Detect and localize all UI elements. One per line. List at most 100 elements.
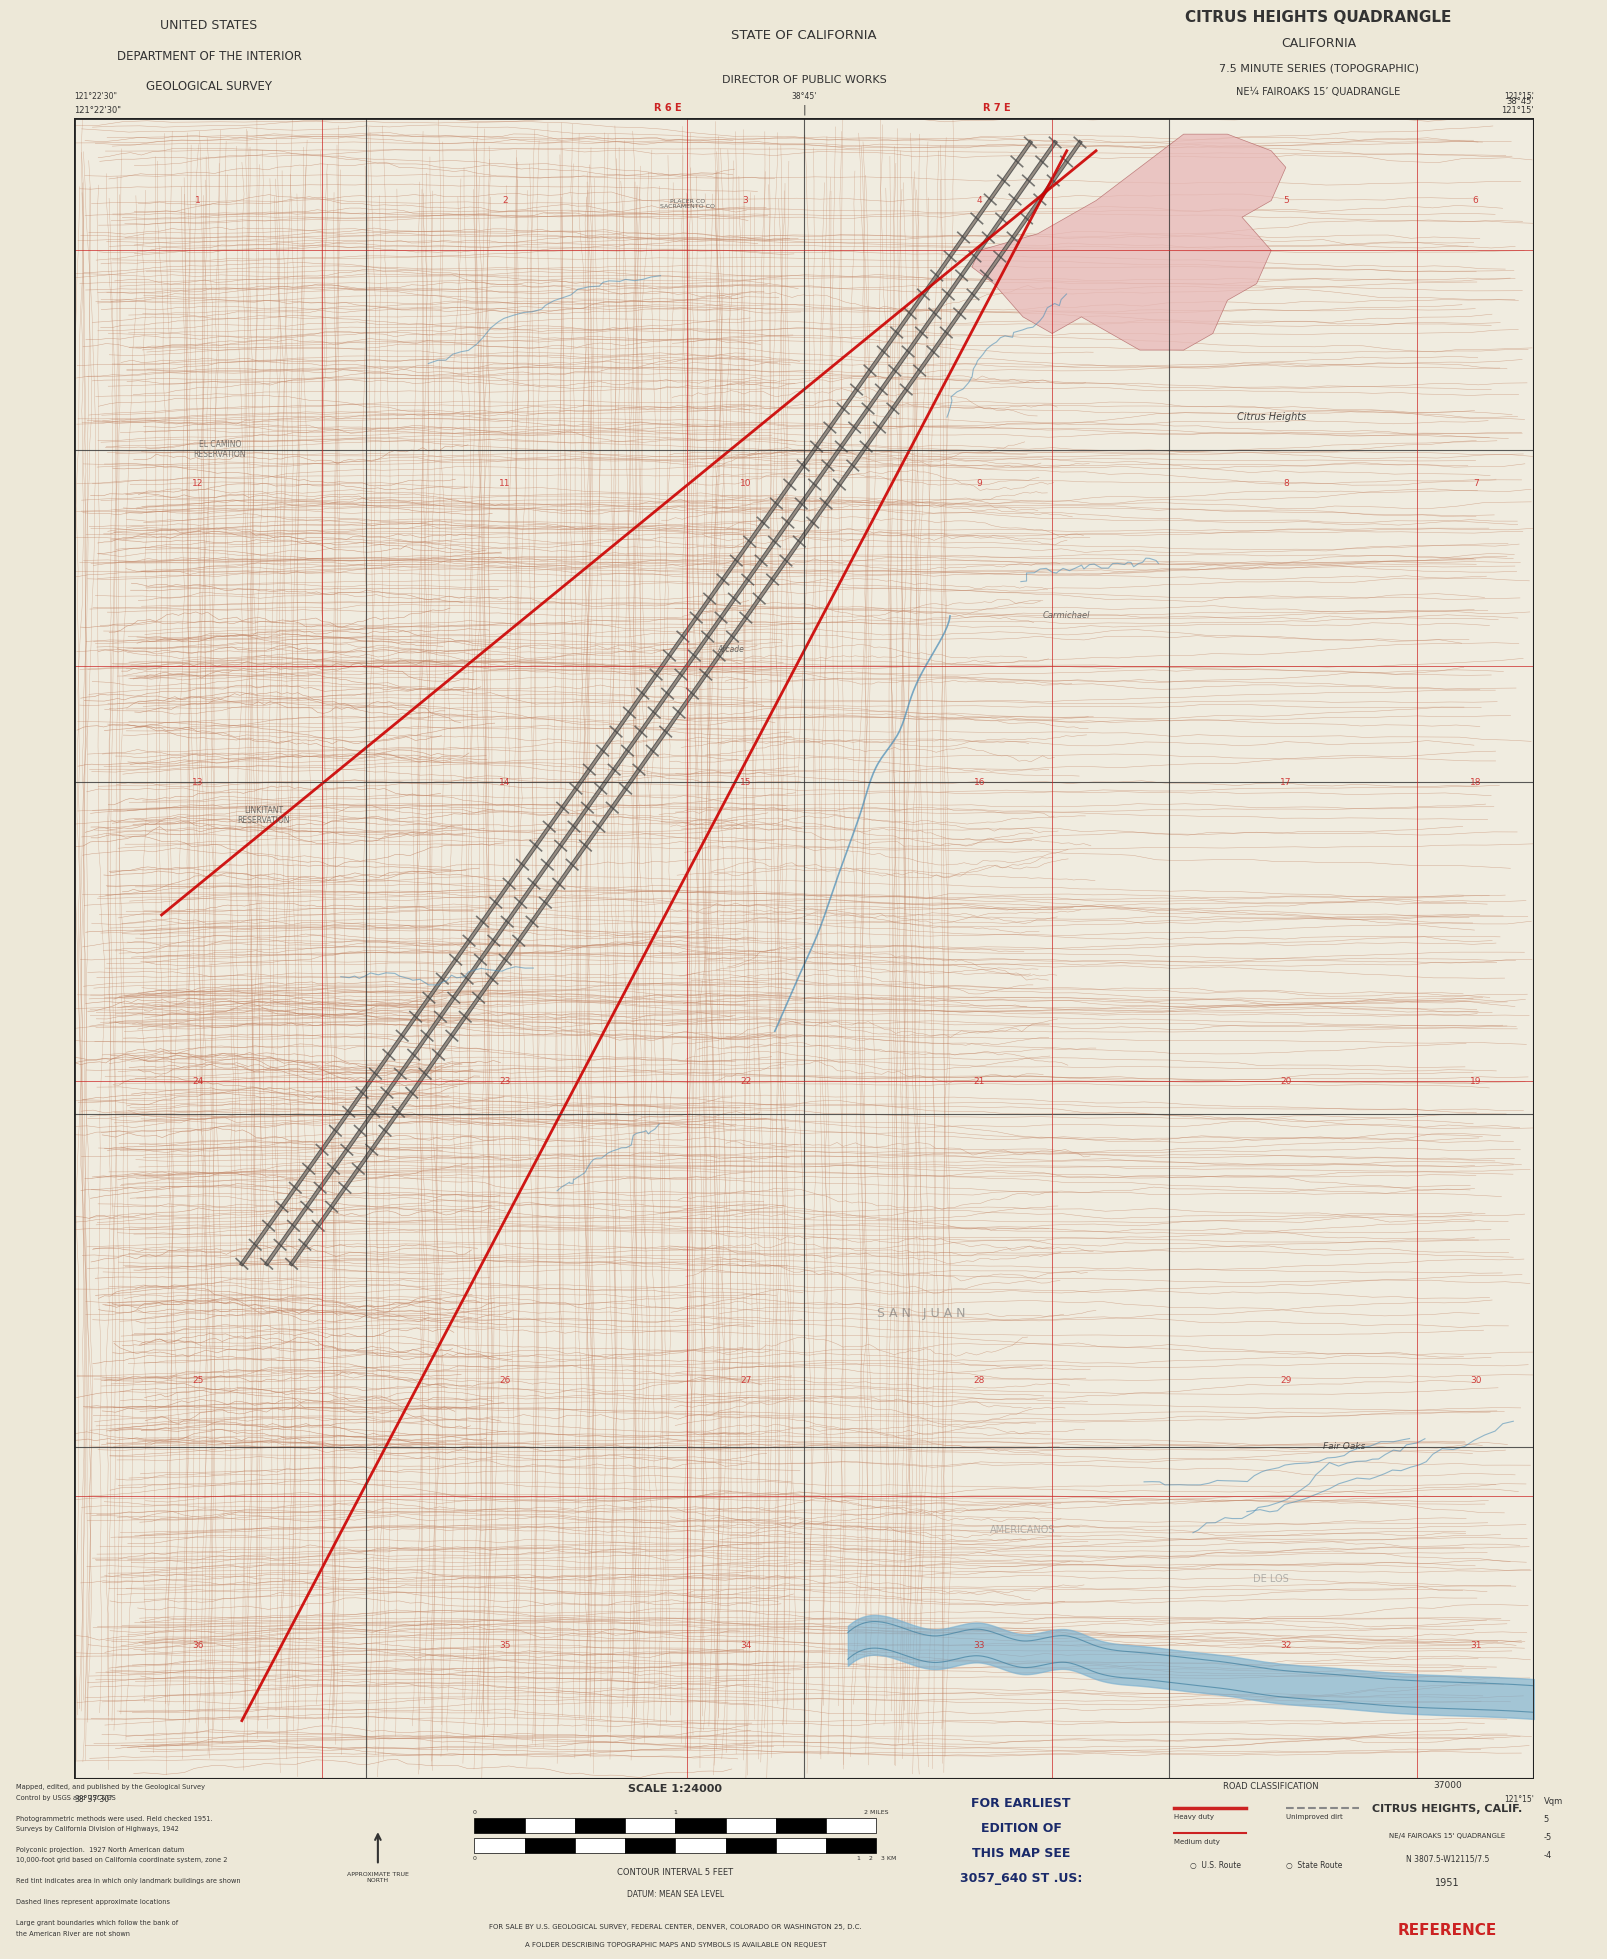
Text: 36: 36 [193,1642,204,1649]
Text: 2 MILES: 2 MILES [863,1810,889,1814]
Text: A FOLDER DESCRIBING TOPOGRAPHIC MAPS AND SYMBOLS IS AVAILABLE ON REQUEST: A FOLDER DESCRIBING TOPOGRAPHIC MAPS AND… [524,1941,826,1947]
Text: 28: 28 [972,1375,983,1385]
Text: 13: 13 [193,778,204,786]
Text: 6: 6 [1472,196,1477,206]
Bar [826,1838,876,1853]
Text: 17: 17 [1279,778,1290,786]
Bar [826,1818,876,1834]
Text: S A N   J U A N: S A N J U A N [876,1307,964,1320]
Text: THIS MAP SEE: THIS MAP SEE [971,1847,1070,1861]
Text: 1: 1 [194,196,201,206]
Text: 3: 3 [742,196,747,206]
Text: 38°45': 38°45' [791,92,816,102]
Text: CALIFORNIA: CALIFORNIA [1281,37,1355,51]
Text: CONTOUR INTERVAL 5 FEET: CONTOUR INTERVAL 5 FEET [617,1869,733,1877]
Text: 30: 30 [1469,1375,1480,1385]
Text: DIRECTOR OF PUBLIC WORKS: DIRECTOR OF PUBLIC WORKS [722,74,885,84]
Text: 15: 15 [739,778,750,786]
Text: 12: 12 [193,478,204,488]
Polygon shape [971,133,1286,351]
Text: CITRUS HEIGHTS, CALIF.: CITRUS HEIGHTS, CALIF. [1371,1804,1522,1814]
Text: NE/4 FAIROAKS 15' QUADRANGLE: NE/4 FAIROAKS 15' QUADRANGLE [1388,1834,1504,1840]
Text: 29: 29 [1279,1375,1290,1385]
Text: 121°15': 121°15' [1503,92,1533,102]
Text: EL CAMINO
RESERVATION: EL CAMINO RESERVATION [193,441,246,460]
Text: 10: 10 [739,478,750,488]
Text: 121°22'30": 121°22'30" [74,92,117,102]
Text: Unimproved dirt: Unimproved dirt [1286,1814,1342,1820]
Text: 5: 5 [1543,1814,1548,1824]
Text: 38°37'30": 38°37'30" [74,1794,112,1804]
Bar [625,1818,675,1834]
Bar [524,1838,575,1853]
Bar [575,1838,625,1853]
Text: Carmichael: Carmichael [1043,611,1090,621]
Text: Arcade: Arcade [717,645,744,654]
Text: |: | [802,104,805,116]
Bar [776,1838,826,1853]
Text: 33: 33 [972,1642,985,1649]
Text: 18: 18 [1469,778,1480,786]
Text: ROAD CLASSIFICATION: ROAD CLASSIFICATION [1221,1783,1318,1791]
Text: AMERICANOS: AMERICANOS [990,1524,1056,1534]
Text: Vqm: Vqm [1543,1796,1562,1806]
Text: -4: -4 [1543,1851,1551,1859]
Text: 21: 21 [972,1077,983,1085]
Text: 26: 26 [498,1375,509,1385]
Bar [725,1838,776,1853]
Text: UNITED STATES: UNITED STATES [161,20,257,33]
Text: Fair Oaks: Fair Oaks [1323,1442,1364,1452]
Text: R 7 E: R 7 E [982,102,1011,114]
Text: FOR SALE BY U.S. GEOLOGICAL SURVEY, FEDERAL CENTER, DENVER, COLORADO OR WASHINGT: FOR SALE BY U.S. GEOLOGICAL SURVEY, FEDE… [489,1924,861,1930]
Bar [575,1818,625,1834]
Bar [474,1838,524,1853]
Text: 35: 35 [498,1642,509,1649]
Text: 7: 7 [1472,478,1477,488]
Text: 121°22'30": 121°22'30" [74,106,121,116]
Text: 1951: 1951 [1433,1879,1459,1888]
Text: FOR EARLIEST: FOR EARLIEST [971,1796,1070,1810]
Text: 3057_640 ST .US:: 3057_640 ST .US: [959,1873,1082,1885]
Text: 32: 32 [1279,1642,1290,1649]
Text: Control by USGS and USC&GS: Control by USGS and USC&GS [16,1794,116,1800]
Bar [625,1838,675,1853]
Text: EDITION OF: EDITION OF [980,1822,1061,1836]
Text: 121°15': 121°15' [1501,106,1533,116]
Text: Mapped, edited, and published by the Geological Survey: Mapped, edited, and published by the Geo… [16,1785,206,1791]
Text: 1    2    3 KM: 1 2 3 KM [857,1857,895,1861]
Text: DATUM: MEAN SEA LEVEL: DATUM: MEAN SEA LEVEL [627,1890,723,1898]
Text: GEOLOGICAL SURVEY: GEOLOGICAL SURVEY [146,80,272,94]
Text: 25: 25 [193,1375,204,1385]
Text: Medium duty: Medium duty [1173,1840,1220,1845]
Text: 31: 31 [1469,1642,1480,1649]
Text: CITRUS HEIGHTS QUADRANGLE: CITRUS HEIGHTS QUADRANGLE [1184,10,1451,25]
Text: REFERENCE: REFERENCE [1396,1924,1496,1937]
Text: R 6 E: R 6 E [652,102,681,114]
Text: SCALE 1:24000: SCALE 1:24000 [628,1785,722,1794]
Bar [776,1818,826,1834]
Text: Red tint indicates area in which only landmark buildings are shown: Red tint indicates area in which only la… [16,1879,241,1885]
Text: PLACER CO
SACRAMENTO CO: PLACER CO SACRAMENTO CO [659,198,714,210]
Text: Large grant boundaries which follow the bank of: Large grant boundaries which follow the … [16,1920,178,1926]
Text: 14: 14 [498,778,509,786]
Text: DEPARTMENT OF THE INTERIOR: DEPARTMENT OF THE INTERIOR [117,49,301,63]
Text: 22: 22 [739,1077,750,1085]
Bar [675,1818,725,1834]
Text: 2: 2 [501,196,508,206]
Bar [675,1838,725,1853]
Text: 20: 20 [1279,1077,1290,1085]
Text: 9: 9 [975,478,982,488]
Text: 16: 16 [972,778,985,786]
Text: 24: 24 [193,1077,204,1085]
Bar [725,1818,776,1834]
Text: Dashed lines represent approximate locations: Dashed lines represent approximate locat… [16,1898,170,1906]
Text: 5: 5 [1282,196,1287,206]
Text: N 3807.5-W12115/7.5: N 3807.5-W12115/7.5 [1405,1855,1488,1863]
Text: 7.5 MINUTE SERIES (TOPOGRAPHIC): 7.5 MINUTE SERIES (TOPOGRAPHIC) [1218,63,1417,72]
Text: 34: 34 [739,1642,750,1649]
Text: 23: 23 [498,1077,509,1085]
Text: 10,000-foot grid based on California coordinate system, zone 2: 10,000-foot grid based on California coo… [16,1857,228,1863]
Text: 0: 0 [472,1810,476,1814]
Text: 27: 27 [739,1375,750,1385]
Text: Heavy duty: Heavy duty [1173,1814,1213,1820]
